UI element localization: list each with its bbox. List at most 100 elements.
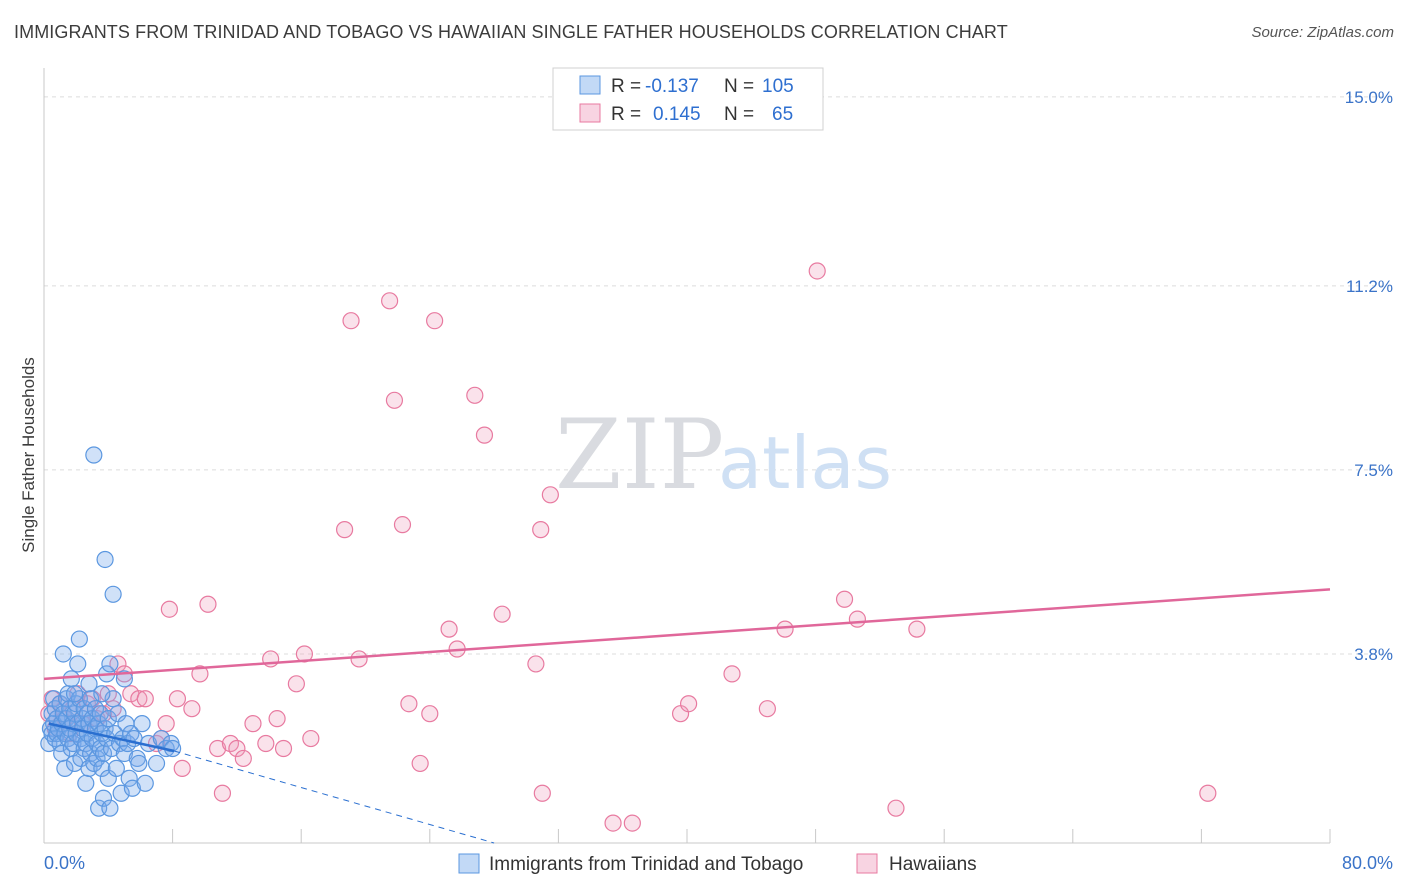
data-point bbox=[887, 799, 905, 817]
data-point bbox=[835, 590, 854, 608]
data-point bbox=[421, 705, 439, 723]
data-point bbox=[99, 710, 117, 728]
data-point bbox=[342, 312, 360, 330]
data-point bbox=[147, 754, 166, 773]
watermark-atlas: atlas bbox=[718, 421, 892, 505]
data-point bbox=[228, 739, 246, 758]
data-point bbox=[96, 550, 114, 569]
legend-n-value-pink: 65 bbox=[772, 104, 793, 125]
x-axis-ticks bbox=[172, 829, 1331, 843]
data-point bbox=[85, 446, 103, 464]
trend-line-blue-extension bbox=[174, 750, 495, 844]
data-point bbox=[466, 386, 484, 404]
data-point bbox=[183, 700, 201, 718]
data-point bbox=[440, 620, 458, 638]
data-point bbox=[336, 521, 354, 539]
data-point bbox=[209, 739, 227, 758]
series-legend: Immigrants from Trinidad and Tobago Hawa… bbox=[458, 853, 977, 875]
stats-legend: R = -0.137 N = 105 R = 0.145 N = 65 bbox=[552, 67, 824, 131]
legend-r-label-blue: R = bbox=[611, 76, 641, 97]
data-point bbox=[191, 665, 209, 683]
x-tick-label-max: 80.0% bbox=[1342, 853, 1393, 873]
data-point bbox=[527, 655, 545, 673]
stats-legend-box bbox=[552, 67, 824, 131]
data-point bbox=[385, 391, 404, 409]
data-point bbox=[400, 695, 418, 713]
data-point bbox=[808, 262, 826, 280]
x-tick-label-min: 0.0% bbox=[44, 853, 85, 873]
data-point bbox=[475, 426, 494, 444]
data-point bbox=[65, 685, 84, 703]
trend-line-pink bbox=[43, 588, 1331, 681]
data-point bbox=[82, 690, 100, 708]
data-point bbox=[173, 759, 191, 777]
data-point bbox=[115, 670, 133, 688]
legend-swatch-pink bbox=[579, 103, 601, 123]
legend-swatch-blue bbox=[579, 75, 601, 95]
watermark: ZIP atlas bbox=[555, 399, 892, 511]
data-point bbox=[426, 312, 444, 330]
legend-n-value-blue: 105 bbox=[762, 76, 794, 97]
data-point bbox=[723, 665, 741, 683]
y-tick-label: 3.8% bbox=[1354, 645, 1393, 664]
data-point bbox=[136, 690, 154, 708]
data-point bbox=[120, 769, 138, 787]
legend-n-label-blue: N = bbox=[724, 76, 754, 97]
chart-source: Source: ZipAtlas.com bbox=[1251, 24, 1394, 41]
data-point bbox=[1199, 784, 1217, 802]
data-point bbox=[287, 675, 305, 693]
data-point bbox=[160, 600, 178, 618]
data-point bbox=[101, 799, 119, 817]
data-point bbox=[199, 595, 217, 613]
trend-line-blue bbox=[48, 722, 175, 753]
data-point bbox=[136, 774, 154, 792]
data-point bbox=[104, 700, 122, 718]
data-point bbox=[680, 695, 698, 713]
data-point bbox=[54, 645, 72, 663]
chart-title: IMMIGRANTS FROM TRINIDAD AND TOBAGO VS H… bbox=[14, 22, 1008, 42]
y-tick-label: 7.5% bbox=[1354, 461, 1393, 480]
data-point bbox=[94, 789, 113, 807]
data-point bbox=[244, 715, 262, 733]
legend-r-value-pink: 0.145 bbox=[653, 104, 701, 125]
data-point bbox=[157, 715, 175, 733]
data-point bbox=[274, 739, 293, 758]
data-point bbox=[152, 729, 170, 748]
data-point bbox=[268, 710, 286, 728]
data-point bbox=[62, 670, 80, 688]
data-point bbox=[302, 729, 320, 748]
data-point bbox=[112, 784, 130, 802]
legend-r-label-pink: R = bbox=[611, 104, 641, 125]
legend-n-label-pink: N = bbox=[724, 104, 754, 125]
grid-lines bbox=[44, 96, 1392, 655]
data-point bbox=[350, 650, 368, 668]
y-tick-label: 11.2% bbox=[1346, 277, 1393, 296]
data-point bbox=[411, 754, 429, 773]
data-point bbox=[848, 610, 866, 628]
data-point bbox=[133, 715, 151, 733]
data-point bbox=[257, 734, 275, 753]
data-point bbox=[130, 690, 148, 708]
legend-r-value-blue: -0.137 bbox=[645, 76, 699, 97]
data-point bbox=[69, 655, 87, 673]
series-legend-label-pink: Hawaiians bbox=[889, 854, 977, 875]
y-tick-label: 15.0% bbox=[1345, 88, 1393, 107]
hawaiians-points bbox=[40, 262, 1217, 832]
data-point bbox=[104, 585, 122, 603]
data-point bbox=[107, 759, 125, 777]
watermark-zip: ZIP bbox=[555, 399, 724, 511]
data-point bbox=[93, 759, 111, 777]
data-point bbox=[908, 620, 926, 638]
data-point bbox=[101, 655, 119, 673]
data-point bbox=[532, 521, 550, 539]
data-point bbox=[393, 516, 412, 534]
data-point bbox=[493, 605, 511, 623]
trinidad-points bbox=[40, 446, 182, 817]
data-point bbox=[70, 630, 88, 648]
y-axis-tick-labels: 3.8% 7.5% 11.2% 15.0% bbox=[1345, 88, 1393, 664]
data-point bbox=[541, 486, 559, 504]
data-point bbox=[604, 814, 622, 832]
y-axis-label: Single Father Households bbox=[19, 357, 38, 553]
trend-lines bbox=[43, 588, 1331, 844]
